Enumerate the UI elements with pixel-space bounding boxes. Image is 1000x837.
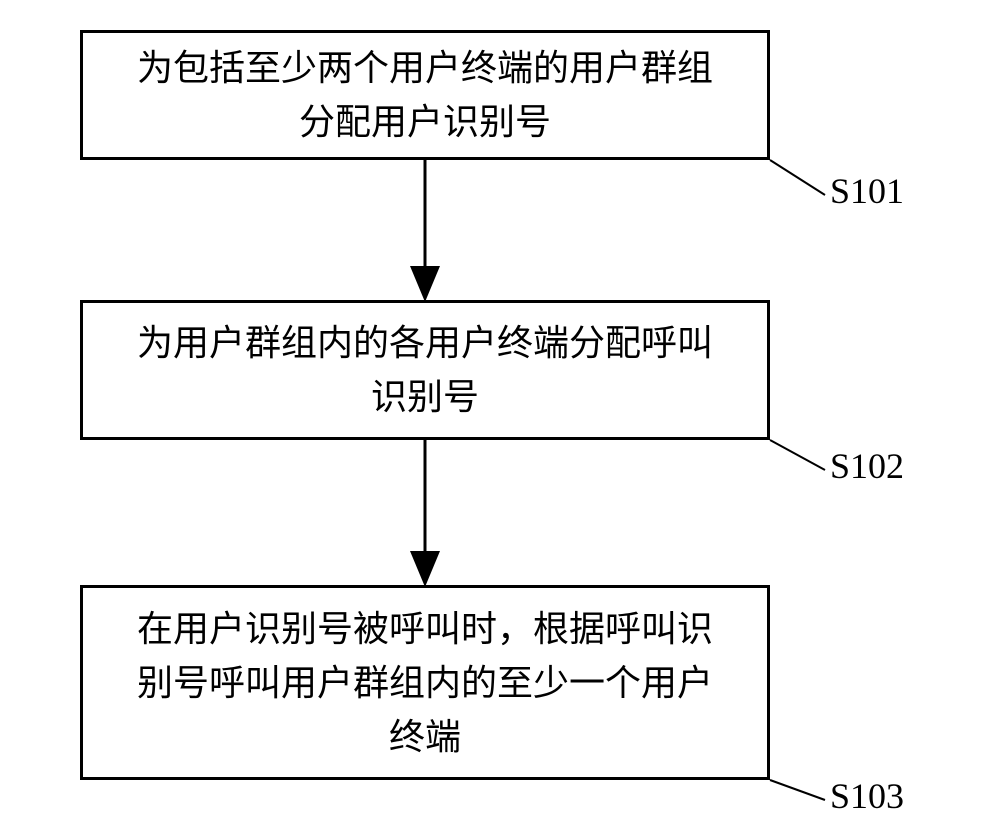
lead-line-3: [0, 0, 1000, 837]
node-3-label: S103: [830, 775, 904, 817]
flowchart-canvas: 为包括至少两个用户终端的用户群组分配用户识别号 S101 为用户群组内的各用户终…: [0, 0, 1000, 837]
